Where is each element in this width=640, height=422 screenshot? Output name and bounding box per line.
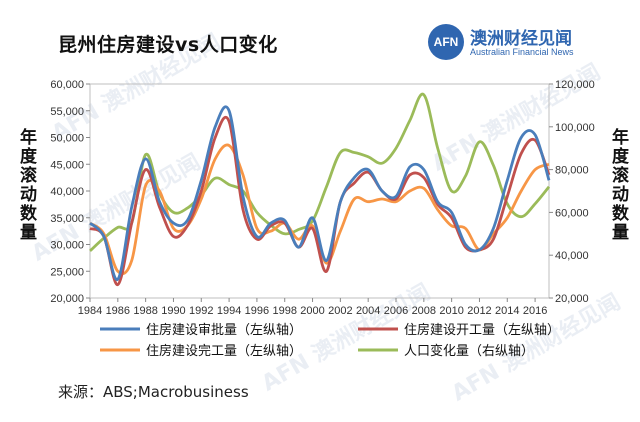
y-left-tick-label: 55,000 bbox=[50, 106, 84, 118]
x-tick-label: 1986 bbox=[106, 305, 130, 317]
x-tick-label: 1984 bbox=[78, 305, 102, 317]
x-tick-label: 2004 bbox=[356, 305, 380, 317]
y-axis-left: 20,000 25,000 30,000 35,000 40,000 45,000 50,0… bbox=[50, 79, 90, 305]
legend-label-0: 住房建设审批量（左纵轴） bbox=[146, 322, 302, 338]
x-axis: 1984 1986 1988 1990 1992 1994 1996 1998 2000 2002… bbox=[78, 298, 547, 317]
legend-label-3: 人口变化量（右纵轴） bbox=[404, 343, 534, 359]
y-right-tick-label: 120,000 bbox=[555, 79, 595, 91]
x-tick-label: 2012 bbox=[467, 305, 491, 317]
series-line-3 bbox=[89, 92, 551, 252]
y-axis-right: 20,000 40,000 60,000 80,000 100,000 120,000 bbox=[549, 79, 595, 305]
series-line-0 bbox=[89, 105, 551, 281]
x-tick-label: 2000 bbox=[300, 305, 324, 317]
y-left-tick-label: 40,000 bbox=[50, 186, 84, 198]
y-right-tick-label: 20,000 bbox=[555, 293, 589, 305]
x-tick-label: 2014 bbox=[495, 305, 519, 317]
y-axis-right-label: 年度滚动数量 bbox=[608, 128, 628, 242]
y-left-tick-label: 50,000 bbox=[50, 133, 84, 145]
x-tick-label: 1988 bbox=[133, 305, 157, 317]
x-tick-label: 1992 bbox=[189, 305, 213, 317]
brand-name-en: Australian Financial News bbox=[470, 47, 574, 57]
source-note: 来源：ABS;Macrobusiness bbox=[58, 383, 249, 401]
y-left-tick-label: 45,000 bbox=[50, 159, 84, 171]
x-tick-label: 2008 bbox=[412, 305, 436, 317]
y-right-tick-label: 40,000 bbox=[555, 250, 589, 262]
y-right-tick-label: 80,000 bbox=[555, 165, 589, 177]
afn-logo-icon: AFN bbox=[428, 24, 464, 60]
series-lines bbox=[89, 92, 551, 287]
x-tick-label: 2006 bbox=[384, 305, 408, 317]
legend: 住房建设审批量（左纵轴） 住房建设开工量（左纵轴） 住房建设完工量（左纵轴） 人口变化… bbox=[100, 322, 560, 359]
y-right-tick-label: 100,000 bbox=[555, 122, 595, 134]
legend-label-1: 住房建设开工量（左纵轴） bbox=[404, 322, 560, 338]
x-tick-label: 1990 bbox=[161, 305, 185, 317]
y-axis-left-label: 年度滚动数量 bbox=[16, 128, 36, 242]
y-left-tick-label: 25,000 bbox=[50, 266, 84, 278]
x-tick-label: 2010 bbox=[439, 305, 463, 317]
x-tick-label: 2016 bbox=[523, 305, 547, 317]
legend-label-2: 住房建设完工量（左纵轴） bbox=[146, 343, 302, 359]
x-tick-label: 2002 bbox=[328, 305, 352, 317]
y-left-tick-label: 60,000 bbox=[50, 79, 84, 91]
chart-title: 昆州住房建设vs人口变化 bbox=[58, 34, 278, 56]
y-right-tick-label: 60,000 bbox=[555, 207, 589, 219]
brand-name-cn: 澳洲财经见闻 bbox=[470, 29, 572, 49]
x-tick-label: 1998 bbox=[272, 305, 296, 317]
x-tick-label: 1996 bbox=[245, 305, 269, 317]
y-left-tick-label: 20,000 bbox=[50, 293, 84, 305]
y-left-tick-label: 35,000 bbox=[50, 213, 84, 225]
y-left-tick-label: 30,000 bbox=[50, 240, 84, 252]
brand-logo: AFN 澳洲财经见闻 Australian Financial News bbox=[428, 24, 628, 64]
x-tick-label: 1994 bbox=[217, 305, 241, 317]
